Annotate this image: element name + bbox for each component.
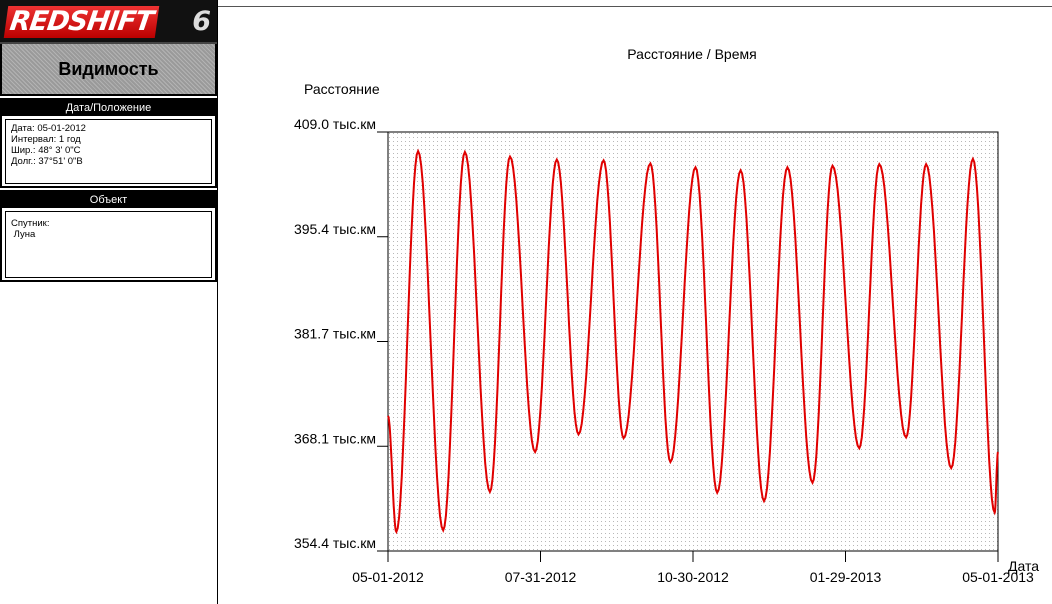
latitude-line: Шир.: 48° 3' 0"С <box>11 145 81 156</box>
x-tick-label: 01-29-2013 <box>810 569 882 585</box>
chart-title: Расстояние / Время <box>627 46 756 62</box>
date-position-panel: Дата/Положение Дата: 05-01-2012 Интервал… <box>0 98 217 188</box>
x-tick-label: 07-31-2012 <box>505 569 577 585</box>
y-tick-label: 409.0 тыс.км <box>294 116 376 132</box>
x-axis-ticks: 05-01-2012 07-31-2012 10-30-2012 01-29-2013… <box>352 551 1034 585</box>
longitude-line: Долг.: 37°51' 0"В <box>11 156 83 167</box>
y-tick-label: 354.4 тыс.км <box>294 535 376 551</box>
satellite-name: Луна <box>11 229 36 240</box>
y-tick-label: 368.1 тыс.км <box>294 430 376 446</box>
date-position-header: Дата/Положение <box>2 100 215 116</box>
object-body: Спутник: Луна <box>5 211 212 278</box>
x-tick-label: 05-01-2012 <box>352 569 424 585</box>
x-tick-label: 05-01-2013 <box>962 569 1034 585</box>
y-axis-label: Расстояние <box>304 81 380 97</box>
redshift-logo: REDSHIFT 6 <box>0 0 217 44</box>
series-line-distance <box>387 148 999 535</box>
sidebar: REDSHIFT 6 Видимость Дата/Положение Дата… <box>0 0 218 604</box>
logo-version: 6 <box>192 6 211 37</box>
y-axis-ticks: 409.0 тыс.км 395.4 тыс.км 381.7 тыс.км 368.… <box>294 116 388 552</box>
date-line: Дата: 05-01-2012 <box>11 123 86 134</box>
date-position-body: Дата: 05-01-2012 Интервал: 1 год Шир.: 4… <box>5 119 212 184</box>
y-tick-label: 381.7 тыс.км <box>294 326 376 342</box>
object-panel: Объект Спутник: Луна <box>0 190 217 282</box>
plot-area <box>387 131 999 552</box>
top-divider <box>218 6 1052 7</box>
satellite-label: Спутник: <box>11 218 50 229</box>
panel-title: Видимость <box>0 44 217 96</box>
x-tick-label: 10-30-2012 <box>657 569 729 585</box>
object-header: Объект <box>2 192 215 208</box>
y-tick-label: 395.4 тыс.км <box>294 221 376 237</box>
x-axis-label: Дата <box>1008 558 1039 574</box>
interval-line: Интервал: 1 год <box>11 134 81 145</box>
